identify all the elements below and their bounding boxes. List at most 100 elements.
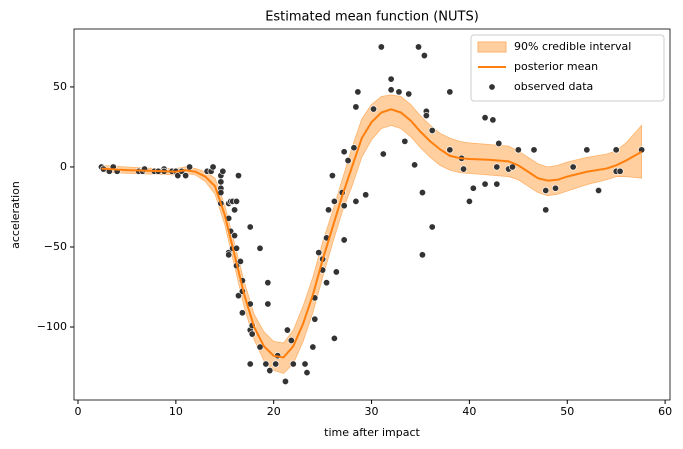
data-point: [262, 360, 270, 368]
legend-swatch: [477, 41, 507, 53]
data-point: [272, 360, 280, 368]
data-point: [225, 251, 233, 259]
data-point: [303, 369, 311, 377]
data-point: [182, 172, 190, 180]
data-point: [428, 223, 436, 231]
data-point: [246, 360, 254, 368]
data-point: [418, 251, 426, 259]
data-point: [542, 206, 550, 214]
y-tick-label: −100: [37, 320, 67, 333]
data-point: [542, 186, 550, 194]
legend-label: 90% credible interval: [514, 40, 631, 53]
data-point: [514, 146, 522, 154]
data-point: [325, 206, 333, 214]
data-point: [264, 279, 272, 287]
data-point: [370, 105, 378, 113]
data-point: [352, 197, 360, 205]
data-point: [256, 244, 264, 252]
data-point: [460, 165, 468, 173]
credible-band: [101, 94, 643, 374]
data-point: [530, 146, 538, 154]
data-point: [583, 146, 591, 154]
data-point: [281, 377, 289, 385]
data-point: [332, 268, 340, 276]
data-point: [446, 146, 454, 154]
data-point: [236, 257, 244, 265]
data-point: [217, 178, 225, 186]
data-point: [246, 223, 254, 231]
data-point: [264, 300, 272, 308]
data-point: [340, 148, 348, 156]
data-point: [234, 292, 242, 300]
x-axis-label: time after impact: [324, 426, 420, 439]
data-point: [469, 184, 477, 192]
data-point: [344, 157, 352, 165]
data-point: [493, 163, 501, 171]
x-tick-label: 30: [365, 405, 379, 418]
data-point: [495, 139, 503, 147]
data-point: [379, 150, 387, 158]
data-point: [411, 161, 419, 169]
y-tick-label: −50: [44, 240, 67, 253]
data-point: [465, 197, 473, 205]
data-point: [209, 163, 217, 171]
data-point: [256, 343, 264, 351]
data-point: [422, 112, 430, 120]
data-point: [330, 334, 338, 342]
data-point: [340, 202, 348, 210]
data-point: [289, 360, 297, 368]
data-point: [552, 184, 560, 192]
data-point: [638, 146, 646, 154]
data-point: [489, 116, 497, 124]
data-point: [395, 88, 403, 96]
data-point: [428, 126, 436, 134]
data-point: [352, 103, 360, 111]
x-tick-label: 60: [658, 405, 672, 418]
data-point: [415, 43, 423, 51]
data-point: [569, 163, 577, 171]
x-tick-label: 0: [75, 405, 82, 418]
data-point: [323, 279, 331, 287]
data-point: [387, 86, 395, 94]
data-point: [612, 146, 620, 154]
data-point: [328, 172, 336, 180]
data-point: [354, 88, 362, 96]
data-point: [377, 43, 385, 51]
data-point: [311, 315, 319, 323]
data-point: [493, 180, 501, 188]
mean-line: [101, 108, 643, 359]
chart-title: Estimated mean function (NUTS): [265, 10, 479, 25]
data-point: [420, 52, 428, 60]
data-point: [234, 172, 242, 180]
data-point: [387, 75, 395, 83]
data-point: [231, 206, 239, 214]
x-tick-label: 50: [560, 405, 574, 418]
data-point: [266, 367, 274, 375]
data-point: [401, 137, 409, 145]
data-point: [362, 191, 370, 199]
data-point: [595, 186, 603, 194]
legend-label: posterior mean: [514, 60, 598, 73]
data-point: [301, 360, 309, 368]
data-point: [233, 197, 241, 205]
x-tick-label: 20: [267, 405, 281, 418]
data-point: [283, 326, 291, 334]
data-point: [231, 232, 239, 240]
data-point: [340, 236, 348, 244]
x-tick-label: 40: [462, 405, 476, 418]
y-tick-label: 0: [60, 160, 67, 173]
data-point: [238, 309, 246, 317]
data-point: [219, 167, 227, 175]
data-point: [330, 197, 338, 205]
legend-label: observed data: [514, 80, 593, 93]
data-point: [309, 343, 317, 351]
data-point: [248, 330, 256, 338]
data-point: [350, 144, 358, 152]
y-tick-label: 50: [53, 80, 67, 93]
data-point: [446, 88, 454, 96]
y-axis-label: acceleration: [9, 181, 22, 249]
data-point: [315, 249, 323, 257]
data-point: [481, 180, 489, 188]
data-point: [418, 189, 426, 197]
